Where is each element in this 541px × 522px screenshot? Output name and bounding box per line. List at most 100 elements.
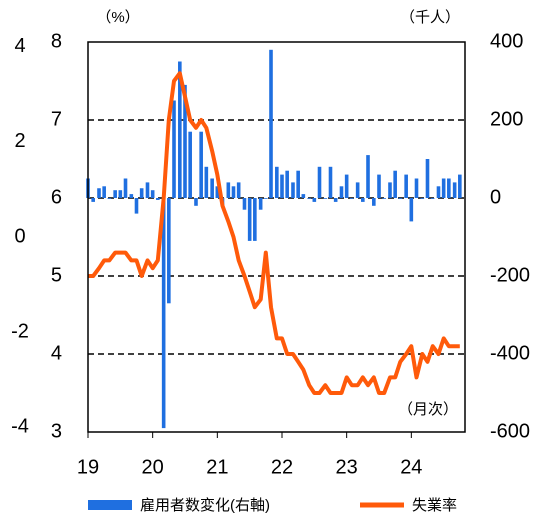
y2-tick-label: -200 — [490, 264, 530, 286]
y2-tick-label: 400 — [490, 30, 523, 52]
bar — [226, 182, 231, 198]
y-tick-label: 4 — [51, 342, 62, 364]
bar — [366, 155, 370, 198]
bar — [414, 178, 419, 198]
bar — [339, 186, 344, 198]
bar — [344, 174, 349, 198]
bar — [183, 84, 187, 198]
bar — [398, 198, 403, 199]
bar — [425, 159, 430, 198]
y-tick-label: 5 — [51, 264, 62, 286]
y2-tick-label: 200 — [490, 108, 523, 130]
y-tick-label: 8 — [51, 30, 62, 52]
legend-label: 失業率 — [412, 497, 457, 514]
bar — [275, 166, 279, 198]
bar — [199, 131, 203, 198]
bar — [436, 186, 441, 198]
bar — [447, 178, 451, 198]
bar — [172, 100, 176, 198]
y3-tick-label: 4 — [14, 35, 25, 57]
bar — [280, 174, 284, 198]
bar — [102, 186, 106, 198]
bar — [409, 198, 414, 222]
bar — [404, 174, 408, 198]
bar — [361, 198, 365, 202]
bar — [350, 198, 354, 199]
bar — [355, 182, 360, 198]
bar — [150, 190, 155, 198]
y3-tick-label: -2 — [11, 320, 29, 342]
bar — [167, 198, 171, 304]
x-tick-label: 22 — [271, 456, 293, 478]
bar — [204, 166, 209, 198]
bar — [269, 49, 273, 198]
bar — [430, 198, 435, 199]
bar — [296, 170, 300, 198]
bar — [188, 131, 192, 198]
bar — [382, 198, 386, 199]
x-tick-label: 23 — [336, 456, 358, 478]
bar — [236, 182, 241, 198]
legend-label: 雇用者数変化(右軸) — [140, 497, 270, 514]
bar — [307, 198, 311, 199]
bar — [312, 198, 317, 202]
plot-frame — [87, 41, 466, 433]
bar — [323, 198, 328, 199]
bar — [161, 198, 166, 429]
bar — [264, 198, 268, 199]
y3-tick-label: 2 — [14, 130, 25, 152]
bar — [393, 170, 397, 198]
bar — [156, 198, 160, 200]
y-tick-label: 7 — [51, 108, 62, 130]
bar — [458, 174, 462, 198]
bar — [215, 186, 220, 198]
bar — [145, 182, 150, 198]
bar — [285, 170, 289, 198]
bar — [123, 178, 128, 198]
y3-tick-label: -4 — [11, 416, 29, 438]
bar — [118, 190, 123, 198]
x-axis-unit: （月次） — [398, 401, 458, 418]
y2-tick-label: -600 — [490, 420, 530, 442]
bar — [328, 166, 333, 198]
bar — [420, 198, 425, 199]
bar — [97, 188, 101, 198]
bar — [247, 198, 252, 241]
bar — [377, 174, 381, 198]
bar — [178, 61, 182, 198]
y3-tick-label: 0 — [14, 225, 25, 247]
x-tick-label: 24 — [400, 456, 422, 478]
y-axis-unit: （%） — [96, 9, 139, 26]
x-tick-label: 19 — [77, 456, 99, 478]
bar — [134, 198, 139, 214]
bar — [107, 198, 112, 199]
bar — [388, 182, 392, 198]
bar — [113, 190, 117, 198]
bar — [301, 194, 306, 198]
bar — [333, 198, 338, 202]
bar — [210, 178, 214, 198]
x-tick-label: 20 — [142, 456, 164, 478]
bar — [194, 198, 198, 206]
bar — [231, 186, 236, 198]
bar — [291, 182, 295, 198]
y2-tick-label: 0 — [490, 186, 501, 208]
y-tick-label: 3 — [51, 420, 62, 442]
bar — [129, 194, 134, 198]
bar — [253, 198, 257, 241]
bar — [91, 198, 95, 202]
y2-tick-label: -400 — [490, 342, 530, 364]
bar — [452, 182, 457, 198]
bar — [139, 188, 144, 198]
line — [88, 71, 460, 395]
x-tick-label: 21 — [206, 456, 228, 478]
legend-swatch — [88, 500, 132, 510]
bar — [242, 198, 247, 210]
y-tick-label: 6 — [51, 186, 62, 208]
bar — [441, 178, 446, 198]
bar — [258, 198, 263, 210]
y2-axis-unit: （千人） — [400, 9, 460, 26]
bar — [372, 198, 376, 206]
bar — [317, 166, 322, 198]
